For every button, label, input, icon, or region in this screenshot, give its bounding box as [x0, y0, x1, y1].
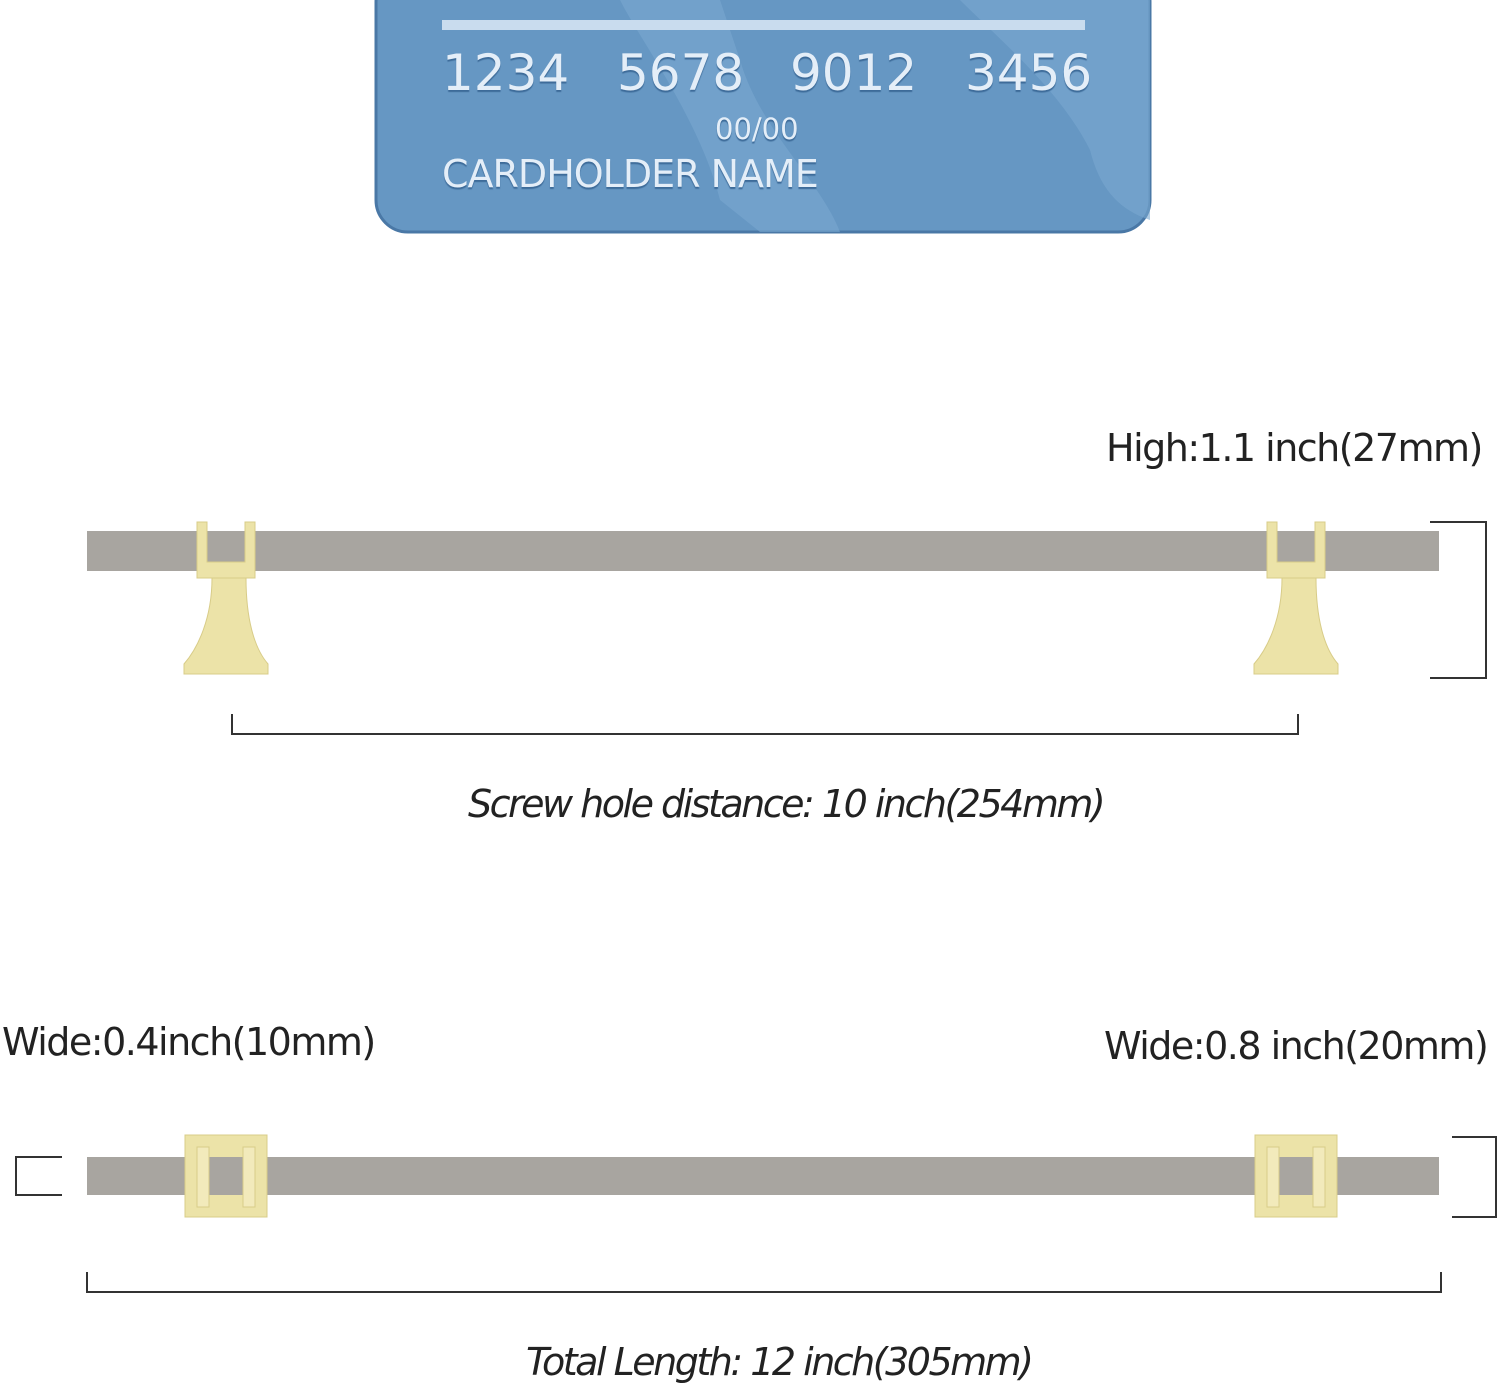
handle-bar-top — [87, 1157, 1439, 1195]
handle-bar — [87, 531, 1439, 571]
credit-card — [374, 0, 1152, 234]
bar-width-bracket — [15, 1156, 62, 1196]
screw-hole-bracket — [231, 714, 1299, 735]
screw-hole-label: Screw hole distance: 10 inch(254mm) — [468, 782, 1106, 826]
height-label: High:1.1 inch(27mm) — [1106, 426, 1483, 470]
total-length-bracket — [86, 1272, 1442, 1293]
card-number-1: 1234 — [442, 44, 570, 102]
card-holder: CARDHOLDER NAME — [442, 152, 819, 196]
post-top-left — [184, 1134, 268, 1218]
post-width-label: Wide:0.8 inch(20mm) — [1104, 1024, 1489, 1068]
post-top-right — [1254, 1134, 1338, 1218]
bar-width-label: Wide:0.4inch(10mm) — [2, 1020, 376, 1064]
card-stripe — [442, 20, 1085, 30]
height-bracket — [1430, 521, 1487, 679]
total-length-label: Total Length: 12 inch(305mm) — [526, 1340, 1034, 1384]
card-number-4: 3456 — [965, 44, 1093, 102]
top-view-handle — [15, 1134, 1497, 1293]
side-view-handle — [87, 521, 1487, 735]
card-number-2: 5678 — [617, 44, 745, 102]
card-number-3: 9012 — [790, 44, 918, 102]
handle-post-right — [1253, 521, 1339, 675]
handle-post-left — [183, 521, 269, 675]
post-width-bracket — [1452, 1136, 1497, 1218]
card-expiry: 00/00 — [715, 112, 799, 146]
